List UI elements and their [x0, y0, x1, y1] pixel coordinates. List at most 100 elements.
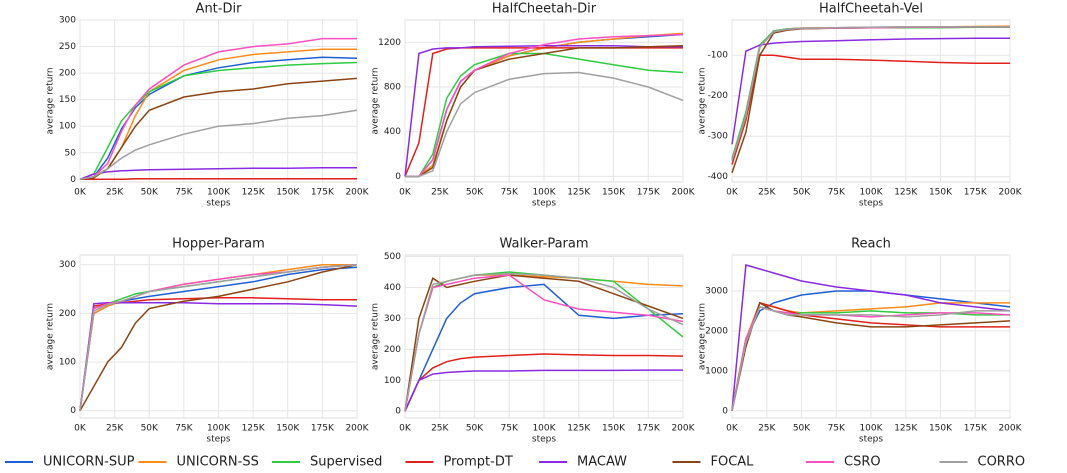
- series-line: [731, 290, 1011, 411]
- x-tick-label: 175K: [964, 188, 988, 198]
- y-axis-label: average return: [46, 303, 56, 370]
- y-tick-label: 100: [59, 122, 76, 132]
- series-line: [404, 44, 683, 177]
- x-tick-label: 175K: [311, 188, 335, 198]
- legend-label: Supervised: [310, 455, 382, 470]
- x-tick-label: 100K: [207, 424, 231, 434]
- x-tick-label: 25K: [431, 188, 449, 198]
- legend-label: CORRO: [978, 455, 1026, 470]
- series-line: [80, 178, 357, 181]
- series-line: [79, 61, 358, 181]
- series-line: [79, 56, 358, 181]
- x-tick-label: 150K: [602, 424, 626, 434]
- x-tick-label: 100K: [207, 188, 231, 198]
- series-line: [731, 301, 1011, 411]
- x-tick-label: 75K: [175, 188, 193, 198]
- x-tick-label: 200K: [345, 188, 369, 198]
- y-tick-label: 0: [70, 175, 76, 185]
- y-tick-label: 0: [395, 172, 401, 182]
- chart-title: HalfCheetah-Dir: [492, 2, 597, 17]
- x-tick-label: 0K: [74, 188, 87, 198]
- series-line: [79, 301, 358, 411]
- chart-title: HalfCheetah-Vel: [819, 2, 923, 17]
- y-tick-label: 400: [384, 283, 401, 293]
- y-tick-label: 800: [384, 83, 401, 93]
- x-tick-label: 0K: [399, 424, 412, 434]
- x-tick-label: 200K: [998, 188, 1022, 198]
- x-tick-label: 75K: [828, 424, 846, 434]
- series-line: [79, 37, 357, 181]
- series-line: [404, 283, 684, 412]
- x-tick-label: 150K: [276, 424, 300, 434]
- y-tick-label: 3000: [705, 286, 728, 296]
- x-tick-label: 125K: [567, 188, 591, 198]
- series-line: [404, 272, 684, 412]
- y-tick-label: 50: [65, 148, 77, 158]
- y-tick-label: 0: [395, 407, 401, 417]
- y-tick-label: 150: [59, 95, 76, 105]
- x-tick-label: 200K: [998, 424, 1022, 434]
- series-line: [731, 264, 1011, 411]
- legend-label: UNICORN-SS: [177, 455, 259, 470]
- y-tick-label: 200: [59, 309, 76, 319]
- series-line: [405, 71, 684, 178]
- series-line: [405, 33, 684, 178]
- series-line: [404, 353, 684, 412]
- series-line: [731, 26, 1010, 161]
- y-tick-label: 300: [59, 16, 76, 26]
- series-line: [731, 305, 1010, 411]
- x-tick-label: 200K: [345, 424, 369, 434]
- y-axis-label: average return: [46, 67, 56, 134]
- series-line: [79, 166, 357, 181]
- y-tick-label: 0: [722, 406, 728, 416]
- x-axis-label: steps: [859, 199, 883, 209]
- series-line: [404, 369, 683, 412]
- x-tick-label: 0K: [399, 188, 412, 198]
- x-tick-label: 25K: [431, 424, 449, 434]
- chart-title: Hopper-Param: [172, 237, 265, 252]
- x-tick-label: 0K: [726, 188, 739, 198]
- y-tick-label: 1200: [378, 38, 401, 48]
- x-tick-label: 50K: [141, 424, 159, 434]
- y-tick-label: 250: [59, 42, 76, 52]
- legend-label: Prompt-DT: [444, 455, 513, 470]
- x-tick-label: 150K: [929, 424, 953, 434]
- x-axis-label: steps: [206, 435, 230, 445]
- x-tick-label: 175K: [311, 424, 335, 434]
- x-tick-label: 175K: [637, 424, 661, 434]
- x-tick-label: 150K: [929, 188, 953, 198]
- x-tick-label: 150K: [602, 188, 626, 198]
- y-tick-label: -300: [708, 132, 729, 142]
- x-tick-label: 175K: [964, 424, 988, 434]
- x-tick-label: 100K: [532, 424, 556, 434]
- x-tick-label: 125K: [894, 188, 918, 198]
- y-tick-label: 200: [384, 345, 401, 355]
- y-tick-label: 300: [384, 314, 401, 324]
- x-tick-label: 100K: [859, 424, 883, 434]
- x-axis-label: steps: [206, 199, 230, 209]
- y-tick-label: 100: [59, 358, 76, 368]
- x-tick-label: 100K: [859, 188, 883, 198]
- y-tick-label: 100: [384, 376, 401, 386]
- series-line: [79, 263, 358, 411]
- y-tick-label: 1000: [705, 366, 728, 376]
- x-tick-label: 150K: [276, 188, 300, 198]
- series-line: [79, 109, 358, 181]
- x-tick-label: 75K: [501, 424, 519, 434]
- x-tick-label: 125K: [242, 188, 266, 198]
- y-tick-label: 500: [384, 252, 401, 262]
- legend-label: UNICORN-SUP: [43, 455, 135, 470]
- x-tick-label: 50K: [466, 424, 484, 434]
- x-axis-label: steps: [532, 199, 556, 209]
- y-tick-label: -200: [708, 91, 729, 101]
- x-tick-label: 0K: [726, 424, 739, 434]
- x-axis-label: steps: [859, 435, 883, 445]
- legend-label: MACAW: [577, 455, 627, 470]
- y-tick-label: -400: [708, 172, 729, 182]
- x-tick-label: 125K: [894, 424, 918, 434]
- y-tick-label: 300: [59, 260, 76, 270]
- x-tick-label: 25K: [106, 188, 124, 198]
- y-tick-label: 200: [59, 69, 76, 79]
- y-tick-label: 400: [384, 127, 401, 137]
